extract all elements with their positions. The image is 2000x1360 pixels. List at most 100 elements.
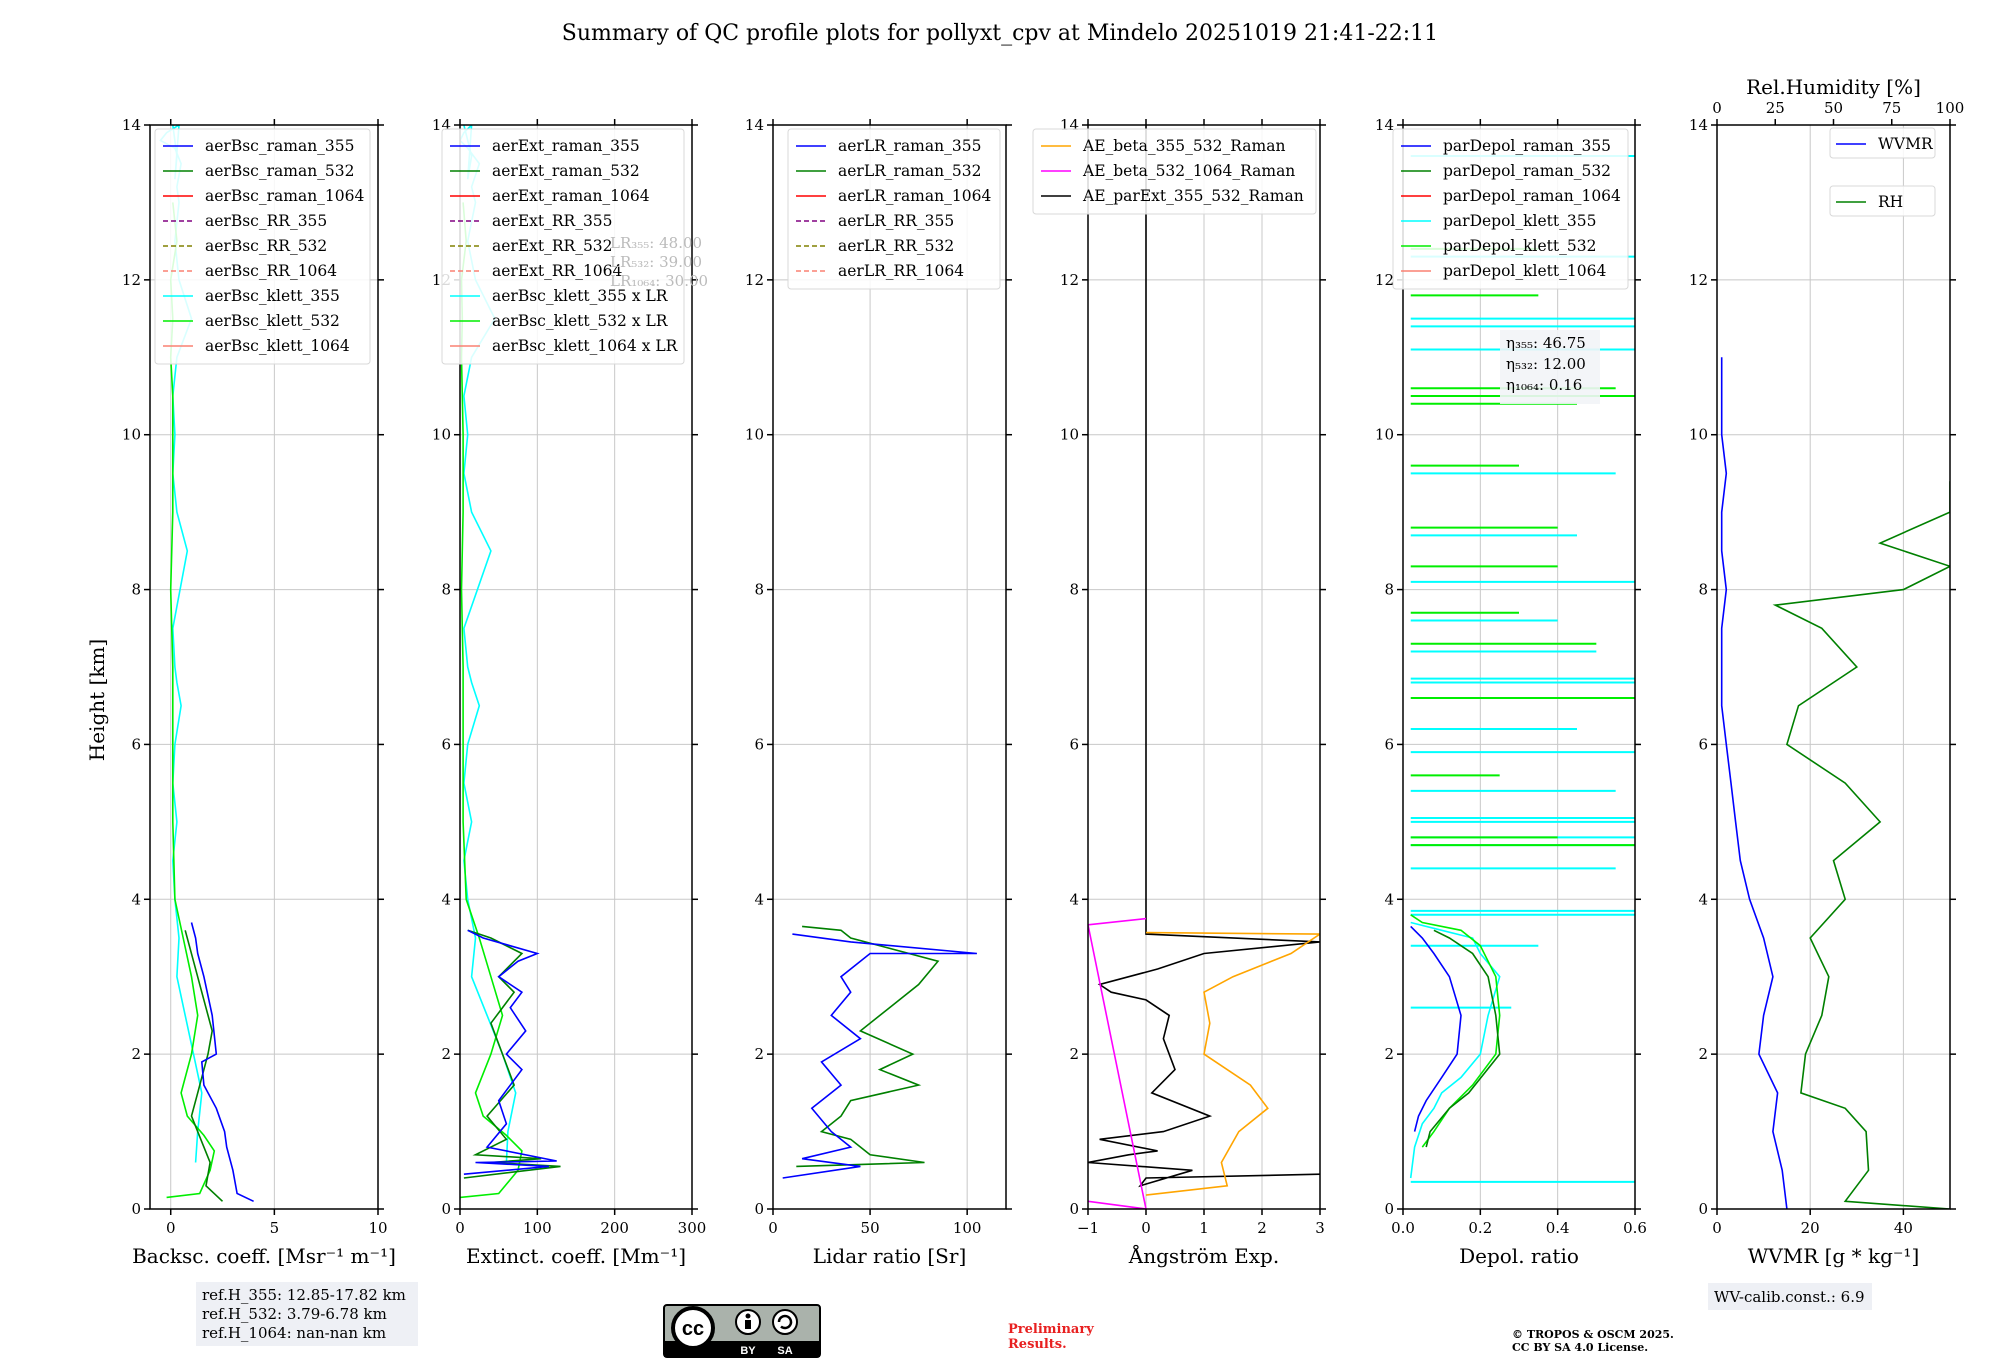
y-tick-label: 8	[1384, 581, 1394, 599]
series-parDepol_raman_355	[1410, 925, 1462, 1132]
legend-label: aerLR_RR_532	[838, 237, 954, 255]
x-tick-label: 300	[678, 1219, 707, 1237]
y-tick-label: 8	[441, 581, 451, 599]
y-tick-label: 14	[745, 116, 764, 134]
y-tick-label: 0	[131, 1200, 141, 1218]
x-tick-label: 1	[1199, 1219, 1209, 1237]
legend-lidar_ratio: aerLR_raman_355 aerLR_raman_532 aerLR_rama…	[787, 128, 1001, 290]
x-axis-label: Lidar ratio [Sr]	[813, 1244, 967, 1268]
y-tick-label: 2	[1069, 1045, 1079, 1063]
y-tick-label: 8	[1698, 581, 1708, 599]
y-tick-label: 4	[1384, 890, 1394, 908]
series-parDepol_klett_355	[1409, 921, 1501, 1179]
x-axis-label: Backsc. coeff. [Msr⁻¹ m⁻¹]	[132, 1244, 396, 1268]
x-tick-label: 0	[166, 1219, 176, 1237]
eta-label: η₁₀₆₄: 0.16	[1506, 376, 1582, 394]
lr-label: LR₁₀₆₄: 30.00	[610, 272, 708, 290]
legend-label: AE_beta_355_532_Raman	[1082, 137, 1285, 155]
y-tick-label: 6	[1384, 735, 1394, 753]
eta-label: η₃₅₅: 46.75	[1506, 334, 1586, 352]
y-tick-label: 0	[1698, 1200, 1708, 1218]
legend-box	[787, 128, 1001, 290]
series-aerLR_raman_532	[796, 925, 940, 1168]
preliminary-line-1: Preliminary	[1008, 1322, 1094, 1337]
axes-frame	[1716, 124, 1951, 1210]
x-axis-label: Depol. ratio	[1459, 1244, 1579, 1268]
sa-label: SA	[777, 1345, 792, 1357]
series-AE_beta_355_532_Raman	[1145, 931, 1320, 1196]
ref-heights-box: ref.H_355: 12.85-17.82 km ref.H_532: 3.7…	[196, 1282, 418, 1346]
copyright-line-2: CC BY SA 4.0 License.	[1512, 1341, 1648, 1354]
top-x-tick-label: 100	[1936, 99, 1965, 117]
legend-label: aerLR_raman_532	[838, 162, 981, 180]
x-axis-label: WVMR [g * kg⁻¹]	[1748, 1244, 1920, 1268]
legend-RH: RH	[1829, 185, 1936, 217]
x-axis-label: Ångström Exp.	[1128, 1243, 1279, 1268]
x-tick-label: 0	[768, 1219, 778, 1237]
y-tick-label: 12	[745, 271, 764, 289]
x-tick-label: 100	[953, 1219, 982, 1237]
legend-label: parDepol_klett_1064	[1443, 262, 1606, 280]
y-tick-label: 6	[754, 735, 764, 753]
legend-box	[1392, 128, 1629, 290]
legend-box	[154, 128, 371, 365]
series-AE_parExt_355_532_Raman	[1088, 125, 1320, 1188]
eta-box	[1500, 330, 1600, 404]
plot-area	[782, 925, 977, 1179]
y-tick-label: 2	[1698, 1045, 1708, 1063]
axes-frame	[772, 124, 1007, 1210]
y-axis-label: Height [km]	[85, 639, 109, 761]
x-tick-label: −1	[1077, 1219, 1099, 1237]
y-tick-label: 10	[122, 426, 141, 444]
ref-height-1064: ref.H_1064: nan-nan km	[202, 1324, 386, 1342]
x-tick-label: 5	[270, 1219, 280, 1237]
legend-label: aerExt_RR_355	[492, 212, 613, 230]
legend-label: aerBsc_raman_1064	[205, 187, 365, 205]
series-aerExt_raman_355	[463, 929, 557, 1175]
y-tick-label: 14	[1689, 116, 1708, 134]
legend-label: aerExt_RR_1064	[492, 262, 623, 280]
x-tick-label: 0.2	[1468, 1219, 1492, 1237]
series-aerBsc_raman_355	[190, 922, 254, 1203]
sa-share-alike-icon	[772, 1309, 798, 1335]
cc-logo-text: cc	[682, 1318, 704, 1340]
axes-frame	[1402, 124, 1636, 1210]
cc-license-badge: cc BY SA	[663, 1304, 821, 1358]
legend-depol: parDepol_raman_355 parDepol_raman_532 parD…	[1392, 128, 1629, 290]
y-tick-label: 2	[1384, 1045, 1394, 1063]
x-tick-label: 100	[523, 1219, 552, 1237]
y-tick-label: 6	[131, 735, 141, 753]
legend-label: aerBsc_klett_532	[205, 312, 340, 330]
y-tick-label: 10	[1375, 426, 1394, 444]
y-tick-label: 10	[1060, 426, 1079, 444]
y-tick-label: 12	[1689, 271, 1708, 289]
axes-frame	[149, 124, 379, 1210]
copyright-line-1: © TROPOS & OSCM 2025.	[1512, 1328, 1674, 1341]
cc-logo-icon	[671, 1306, 715, 1350]
x-tick-label: 0	[455, 1219, 465, 1237]
legend-label: aerLR_raman_1064	[838, 187, 991, 205]
y-tick-label: 4	[131, 890, 141, 908]
legend-label: aerBsc_RR_532	[205, 237, 327, 255]
series-parDepol_klett_532	[1410, 914, 1501, 1148]
legend-box	[1829, 127, 1936, 159]
lr-label: LR₅₃₂: 39.00	[610, 253, 702, 271]
legend-label: aerBsc_klett_532 x LR	[492, 312, 669, 330]
figure-title: Summary of QC profile plots for pollyxt_…	[562, 21, 1438, 46]
y-tick-label: 0	[1384, 1200, 1394, 1218]
y-tick-label: 2	[754, 1045, 764, 1063]
legend-label: aerBsc_raman_532	[205, 162, 355, 180]
legend-label: aerExt_RR_532	[492, 237, 613, 255]
top-x-tick-label: 0	[1712, 99, 1722, 117]
legend-label: AE_parExt_355_532_Raman	[1082, 187, 1304, 205]
legend-box	[441, 128, 685, 365]
x-tick-label: 20	[1801, 1219, 1820, 1237]
legend-label: aerBsc_raman_355	[205, 137, 355, 155]
series-aerLR_raman_355	[782, 933, 977, 1179]
x-tick-label: 0	[1712, 1219, 1722, 1237]
plot-area	[1409, 154, 1635, 1183]
eta-label: η₅₃₂: 12.00	[1506, 355, 1586, 373]
x-tick-label: 10	[368, 1219, 387, 1237]
legend-angstrom: AE_beta_355_532_Raman AE_beta_532_1064_Ra…	[1032, 128, 1317, 215]
